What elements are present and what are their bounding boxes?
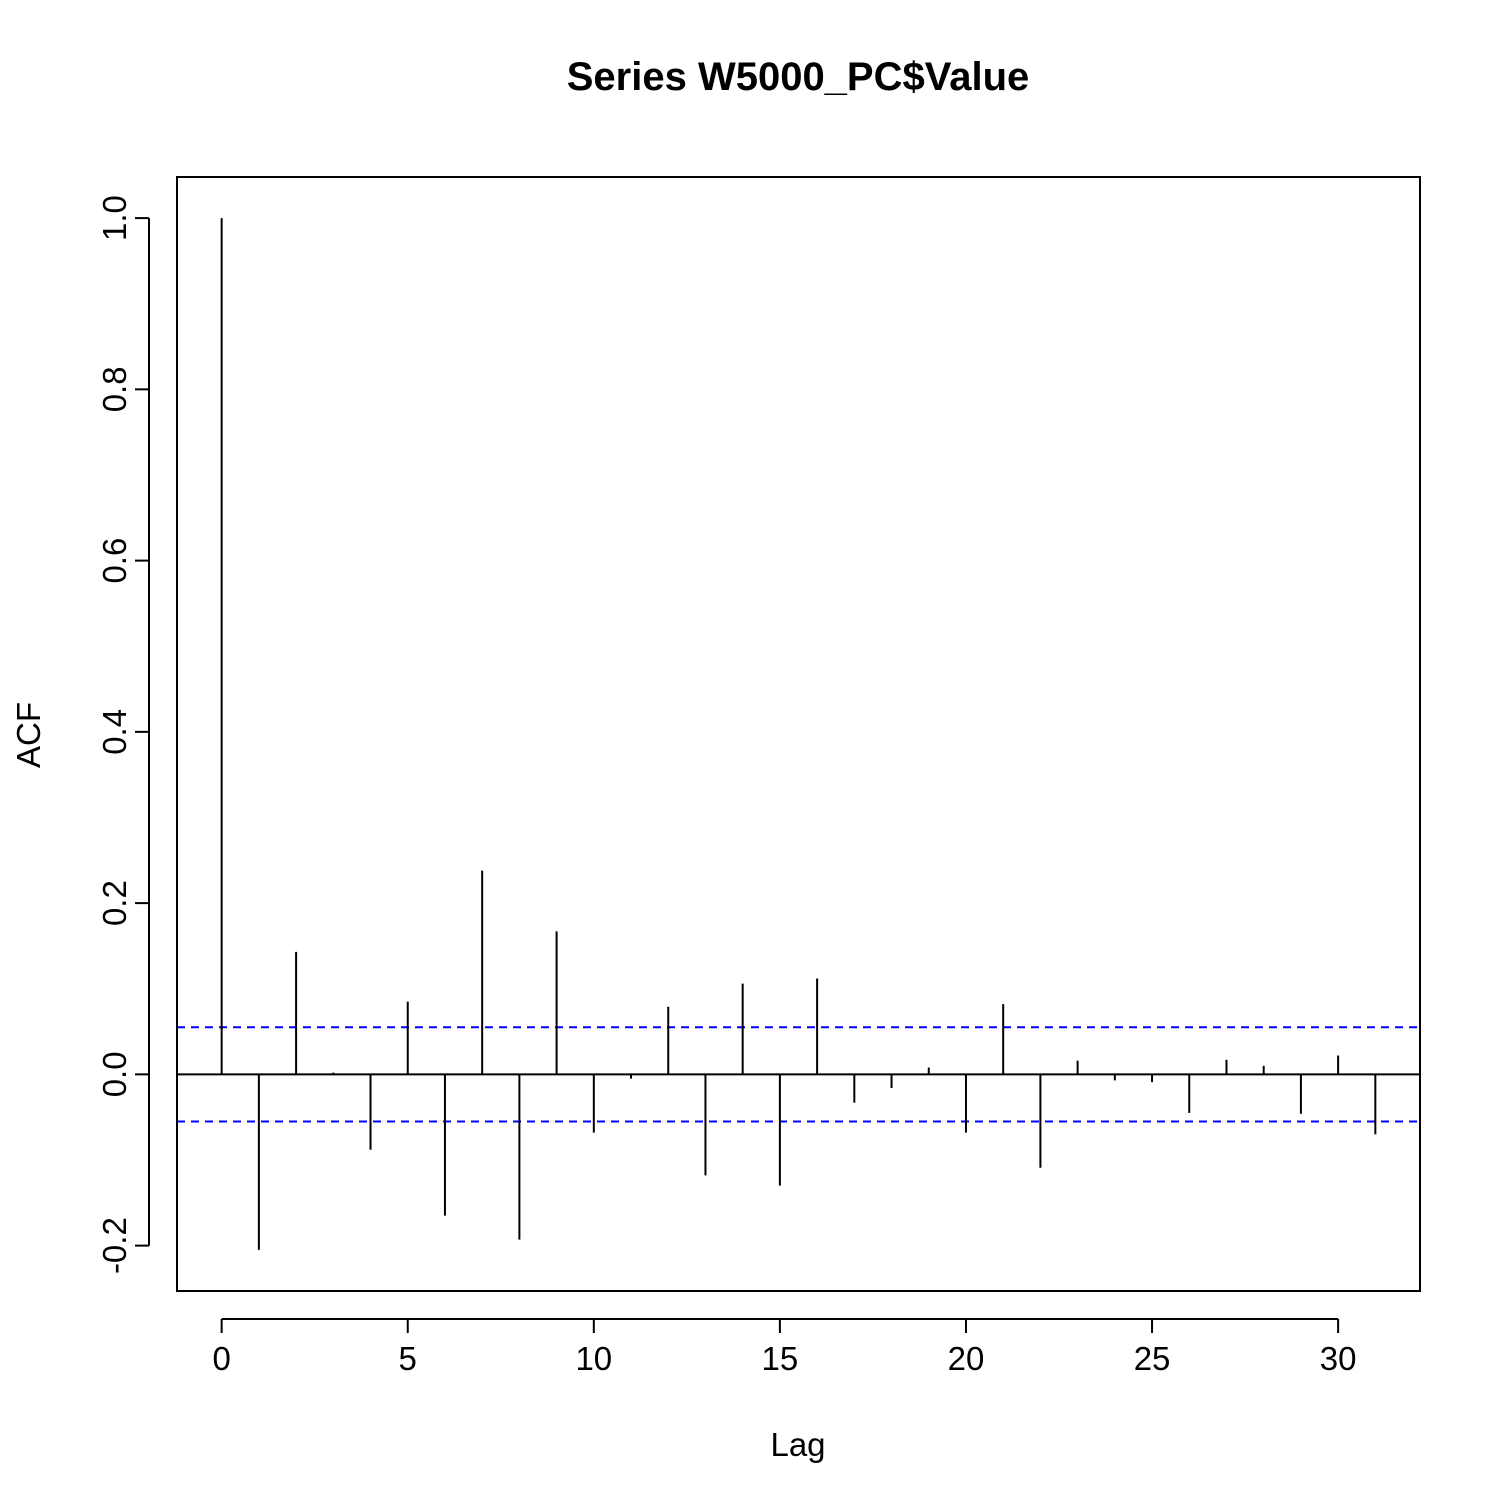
chart-title: Series W5000_PC$Value	[567, 55, 1030, 99]
x-tick-label: 20	[948, 1340, 985, 1377]
x-tick-label: 5	[399, 1340, 417, 1377]
x-axis: 0 5 10 15 20 25 30	[212, 1318, 1357, 1377]
y-tick-label: 0.4	[96, 709, 133, 755]
x-axis-label: Lag	[770, 1426, 825, 1463]
x-tick-label: 0	[212, 1340, 230, 1377]
y-axis-label: ACF	[10, 702, 47, 768]
y-tick-label: 0.2	[96, 880, 133, 926]
y-tick-label: 0.8	[96, 366, 133, 412]
y-axis: -0.2 0.0 0.2 0.4 0.6 0.8 1.0	[96, 195, 150, 1274]
x-tick-label: 30	[1320, 1340, 1357, 1377]
confidence-bounds	[177, 1026, 1420, 1123]
y-tick-label: 0.0	[96, 1051, 133, 1097]
acf-bars	[220, 218, 1377, 1250]
x-tick-label: 15	[762, 1340, 799, 1377]
y-tick-label: -0.2	[96, 1217, 133, 1274]
plot-frame	[176, 176, 1421, 1292]
x-tick-label: 10	[575, 1340, 612, 1377]
x-tick-label: 25	[1134, 1340, 1171, 1377]
y-tick-label: 1.0	[96, 195, 133, 241]
y-tick-label: 0.6	[96, 538, 133, 584]
